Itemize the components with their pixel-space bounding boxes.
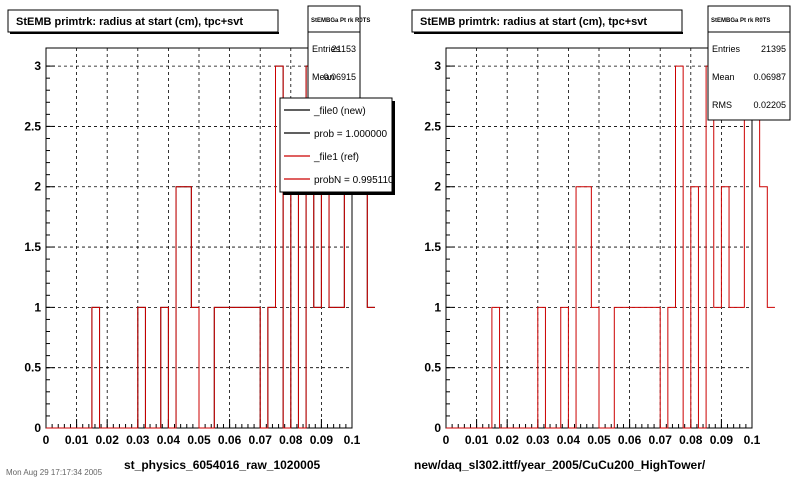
y-tick-label: 1.5: [424, 240, 441, 254]
x-tick-label: 0.02: [96, 433, 120, 447]
timestamp: Mon Aug 29 17:17:34 2005: [6, 468, 103, 477]
y-tick-label: 2.5: [24, 119, 41, 133]
stats-value: 21153: [332, 44, 356, 54]
legend-label: probN = 0.995110: [314, 175, 394, 186]
x-tick-label: 0.04: [557, 433, 581, 447]
y-tick-label: 2.5: [424, 119, 441, 133]
x-tick-label: 0.01: [465, 433, 489, 447]
y-tick-label: 0.5: [24, 361, 41, 375]
stats-name: StEMBGa Pt rk R0TS: [711, 18, 770, 24]
x-tick-label: 0.04: [157, 433, 181, 447]
x-tick-label: 0.06: [218, 433, 242, 447]
y-tick-label: 0: [34, 421, 41, 435]
x-tick-label: 0.1: [744, 433, 761, 447]
x-tick-label: 0.08: [679, 433, 703, 447]
stats-label: Entries: [712, 44, 741, 54]
x-tick-label: 0.05: [187, 433, 211, 447]
stats-value: 21395: [761, 44, 786, 54]
y-tick-label: 3: [34, 59, 41, 73]
x-tick-label: 0: [443, 433, 450, 447]
x-tick-label: 0.1: [344, 433, 361, 447]
y-tick-label: 2: [434, 180, 441, 194]
x-tick-label: 0.06: [618, 433, 642, 447]
right-file-label: new/daq_sl302.ittf/year_2005/CuCu200_Hig…: [414, 458, 706, 472]
stats-label: Mean: [712, 72, 735, 82]
legend-label: _file0 (new): [313, 106, 366, 117]
y-tick-label: 3: [434, 59, 441, 73]
y-tick-label: 1: [434, 300, 441, 314]
y-tick-label: 0.5: [424, 361, 441, 375]
y-tick-label: 1: [34, 300, 41, 314]
stats-box: [707, 5, 791, 121]
stats-label: RMS: [712, 100, 732, 110]
stats-value: 0.06915: [323, 72, 356, 82]
legend-box: [279, 97, 393, 193]
x-tick-label: 0.01: [65, 433, 89, 447]
stats-label: Mean: [312, 72, 335, 82]
x-tick-label: 0.08: [279, 433, 303, 447]
histogram-panel-2: 0 0.01 0.02 0.03 0.04 0.05 0.06 0.07 0.08 0.09 0.1…: [411, 5, 791, 447]
histogram-panel-1: 0 0.01 0.02 0.03 0.04 0.05 0.06 0.07 0.08 0.09 0.1…: [7, 5, 395, 447]
x-tick-label: 0.03: [526, 433, 550, 447]
stats-value: 0.02205: [753, 100, 786, 110]
left-file-label: st_physics_6054016_raw_1020005: [124, 458, 321, 472]
chart-title: StEMB primtrk: radius at start (cm), tpc…: [16, 16, 243, 28]
chart-title: StEMB primtrk: radius at start (cm), tpc…: [420, 16, 647, 28]
legend-label: prob = 1.000000: [314, 129, 388, 140]
stats-label: Entries: [312, 44, 341, 54]
x-tick-label: 0.07: [249, 433, 273, 447]
histogram-series-1: [446, 65, 775, 429]
x-tick-label: 0.02: [496, 433, 520, 447]
y-tick-label: 0: [434, 421, 441, 435]
y-tick-label: 1.5: [24, 240, 41, 254]
x-tick-label: 0.03: [126, 433, 150, 447]
x-tick-label: 0.07: [649, 433, 673, 447]
x-tick-label: 0.09: [310, 433, 334, 447]
x-tick-label: 0: [43, 433, 50, 447]
x-tick-label: 0.09: [710, 433, 734, 447]
stats-name: StEMBGa Pt rk R0TS: [311, 18, 370, 24]
stats-value: 0.06987: [753, 72, 786, 82]
y-tick-label: 2: [34, 180, 41, 194]
legend-label: _file1 (ref): [313, 152, 359, 163]
x-tick-label: 0.05: [587, 433, 611, 447]
